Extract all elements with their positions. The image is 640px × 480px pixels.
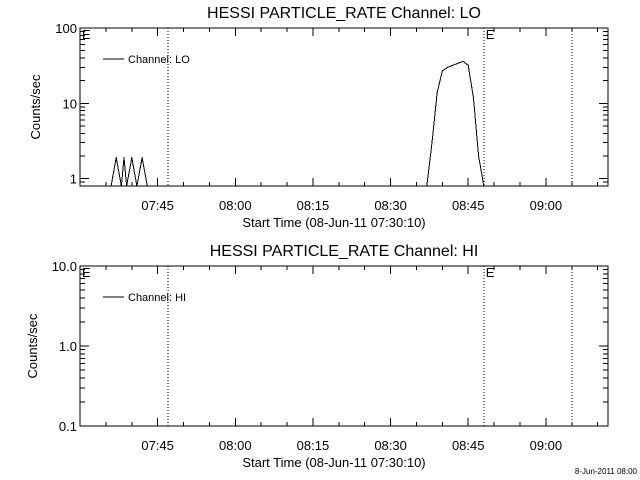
- x-tick-label-hi: 08:30: [374, 438, 407, 453]
- x-tick-label-hi: 07:45: [141, 438, 174, 453]
- x-tick-label-lo: 08:45: [452, 198, 485, 213]
- y-axis-label-lo: Counts/sec: [28, 74, 43, 140]
- y-tick-label-hi: 1.0: [59, 339, 77, 354]
- data-point-lo: [477, 155, 480, 157]
- plot-frame-lo: [79, 27, 609, 187]
- x-tick-label-lo: 08:15: [297, 198, 330, 213]
- data-point-lo: [483, 185, 485, 187]
- data-point-lo: [110, 185, 112, 187]
- data-point-lo: [431, 142, 433, 144]
- page-timestamp: 8-Jun-2011 08:00: [575, 467, 638, 476]
- data-point-lo: [125, 185, 128, 187]
- data-point-lo: [441, 70, 443, 72]
- data-point-lo: [123, 157, 125, 159]
- data-point-lo: [146, 185, 148, 187]
- x-axis-label-hi: Start Time (08-Jun-11 07:30:10): [242, 455, 425, 470]
- x-tick-label-hi: 08:00: [219, 438, 252, 453]
- data-point-lo: [467, 64, 469, 66]
- y-tick-label-hi: 10.0: [52, 259, 77, 274]
- chart-title-hi: HESSI PARTICLE_RATE Channel: HI: [210, 243, 479, 260]
- y-tick-label-hi: 0.1: [59, 419, 77, 434]
- data-point-lo: [457, 62, 459, 64]
- series-line-lo: [110, 60, 485, 187]
- data-point-lo: [436, 91, 438, 93]
- x-tick-label-lo: 08:00: [219, 198, 252, 213]
- event-label-hi: E: [486, 265, 495, 280]
- event-label-lo: E: [486, 27, 495, 42]
- legend-label-hi: Channel: HI: [128, 292, 186, 304]
- data-point-lo: [472, 96, 475, 98]
- y-tick-label-lo: 10: [63, 96, 77, 111]
- x-tick-label-lo: 09:00: [530, 198, 563, 213]
- data-point-lo: [131, 157, 133, 159]
- data-point-lo: [120, 185, 123, 187]
- x-tick-label-hi: 08:15: [297, 438, 330, 453]
- x-axis-label-lo: Start Time (08-Jun-11 07:30:10): [242, 215, 425, 230]
- x-tick-label-hi: 09:00: [530, 438, 563, 453]
- data-point-lo: [136, 185, 138, 187]
- x-tick-label-lo: 07:45: [141, 198, 174, 213]
- data-point-lo: [426, 185, 428, 187]
- legend-label-lo: Channel: LO: [128, 54, 190, 66]
- data-point-lo: [446, 66, 449, 68]
- y-tick-label-lo: 100: [55, 21, 77, 36]
- event-label-hi: E: [82, 265, 91, 280]
- y-axis-label-hi: Counts/sec: [25, 313, 40, 379]
- data-point-lo: [452, 64, 454, 66]
- plot-frame-hi: [79, 265, 609, 427]
- chart-title-lo: HESSI PARTICLE_RATE Channel: LO: [207, 5, 481, 22]
- data-point-lo: [141, 157, 143, 159]
- y-tick-label-lo: 1: [70, 172, 77, 187]
- x-tick-label-hi: 08:45: [452, 438, 485, 453]
- event-label-lo: E: [82, 27, 91, 42]
- x-tick-label-lo: 08:30: [374, 198, 407, 213]
- data-point-lo: [462, 60, 464, 63]
- data-point-lo: [115, 157, 117, 159]
